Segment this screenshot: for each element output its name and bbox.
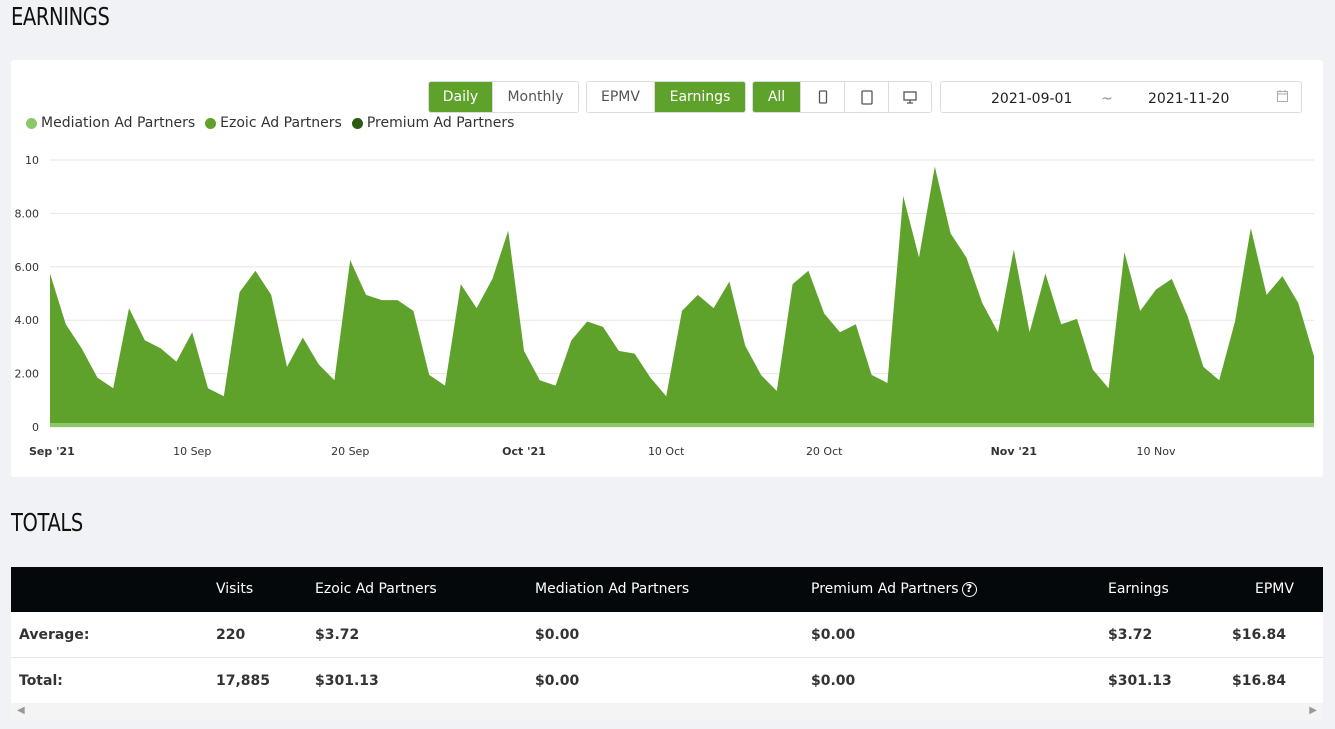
header-epmv: EPMV <box>1255 581 1294 597</box>
legend-label: Mediation Ad Partners <box>41 115 196 131</box>
period-toggle: Daily Monthly <box>428 81 579 113</box>
x-tick-label: Nov '21 <box>991 445 1037 458</box>
y-tick-label: 0 <box>32 421 39 434</box>
earnings-button[interactable]: Earnings <box>655 82 745 112</box>
x-tick-label: 20 Sep <box>331 445 369 458</box>
legend-ezoic[interactable]: Ezoic Ad Partners <box>205 115 342 131</box>
y-tick-label: 6.00 <box>15 261 40 274</box>
legend-label: Premium Ad Partners <box>366 115 515 131</box>
cell-premium: $0.00 <box>811 627 856 643</box>
calendar-icon[interactable] <box>1277 90 1288 106</box>
cell-mediation: $0.00 <box>535 627 580 643</box>
x-tick-label: Oct '21 <box>502 445 546 458</box>
table-row: Average: 220 $3.72 $0.00 $0.00 $3.72 $16… <box>11 612 1323 658</box>
cell-earnings: $301.13 <box>1108 673 1172 689</box>
row-label: Average: <box>19 627 90 643</box>
legend-mediation[interactable]: Mediation Ad Partners <box>26 115 195 131</box>
legend-swatch <box>26 117 37 129</box>
tablet-icon <box>860 89 873 105</box>
epmv-button[interactable]: EPMV <box>587 82 655 112</box>
header-premium-label: Premium Ad Partners <box>811 581 959 597</box>
y-tick-label: 10 <box>25 154 39 167</box>
earnings-chart-card: Daily Monthly EPMV Earnings All 2021-09-… <box>11 60 1323 477</box>
scroll-left-icon[interactable]: ◀ <box>17 705 25 716</box>
date-range-picker[interactable]: 2021-09-01 ~ 2021-11-20 <box>940 81 1302 113</box>
y-tick-label: 8.00 <box>15 207 40 220</box>
cell-earnings: $3.72 <box>1108 627 1153 643</box>
header-visits: Visits <box>216 581 254 597</box>
chart-legend: Mediation Ad Partners Ezoic Ad Partners … <box>26 115 514 131</box>
cell-ezoic: $301.13 <box>315 673 379 689</box>
legend-swatch <box>205 117 217 129</box>
help-icon[interactable]: ? <box>961 582 977 597</box>
totals-title: TOTALS <box>11 508 83 537</box>
x-tick-label: 20 Oct <box>806 445 843 458</box>
legend-label: Ezoic Ad Partners <box>220 115 342 131</box>
date-start: 2021-09-01 <box>991 91 1073 107</box>
cell-visits: 17,885 <box>216 673 271 689</box>
legend-premium[interactable]: Premium Ad Partners <box>351 115 515 131</box>
cell-premium: $0.00 <box>811 673 856 689</box>
legend-swatch <box>351 117 363 129</box>
x-tick-label: Sep '21 <box>29 445 75 458</box>
header-premium: Premium Ad Partners? <box>811 567 977 612</box>
all-devices-button[interactable]: All <box>753 82 801 112</box>
metric-toggle: EPMV Earnings <box>586 81 746 113</box>
device-toggle: All <box>752 81 932 113</box>
header-ezoic: Ezoic Ad Partners <box>315 581 437 597</box>
header-mediation: Mediation Ad Partners <box>535 581 690 597</box>
header-earnings: Earnings <box>1108 581 1169 597</box>
mobile-icon <box>818 90 827 104</box>
x-tick-label: 10 Sep <box>173 445 211 458</box>
totals-table: Visits Ezoic Ad Partners Mediation Ad Pa… <box>11 567 1323 721</box>
horizontal-scrollbar[interactable]: ◀ ▶ <box>11 703 1323 721</box>
cell-visits: 220 <box>216 627 246 643</box>
x-tick-label: 10 Nov <box>1137 445 1176 458</box>
earnings-area-chart: 0 2.00 4.00 6.00 8.00 10 Sep '21 10 Sep 20 Sep Oc… <box>15 154 1314 458</box>
cell-epmv: $16.84 <box>1232 627 1287 643</box>
date-separator: ~ <box>1101 91 1113 107</box>
scroll-right-icon[interactable]: ▶ <box>1309 705 1317 716</box>
table-header: Visits Ezoic Ad Partners Mediation Ad Pa… <box>11 567 1323 612</box>
monthly-button[interactable]: Monthly <box>493 82 578 112</box>
daily-button[interactable]: Daily <box>429 82 493 112</box>
earnings-title: EARNINGS <box>11 2 110 31</box>
cell-mediation: $0.00 <box>535 673 580 689</box>
y-tick-label: 4.00 <box>15 314 40 327</box>
table-row: Total: 17,885 $301.13 $0.00 $0.00 $301.1… <box>11 658 1323 704</box>
desktop-icon <box>903 90 917 104</box>
y-tick-label: 2.00 <box>15 368 40 381</box>
tablet-button[interactable] <box>845 82 889 112</box>
area-series-1[interactable] <box>50 166 1314 423</box>
area-series-0[interactable] <box>50 422 1314 427</box>
row-label: Total: <box>19 673 63 689</box>
mobile-button[interactable] <box>801 82 845 112</box>
cell-epmv: $16.84 <box>1232 673 1287 689</box>
cell-ezoic: $3.72 <box>315 627 360 643</box>
desktop-button[interactable] <box>889 82 931 112</box>
date-end: 2021-11-20 <box>1148 91 1230 107</box>
x-tick-label: 10 Oct <box>648 445 685 458</box>
